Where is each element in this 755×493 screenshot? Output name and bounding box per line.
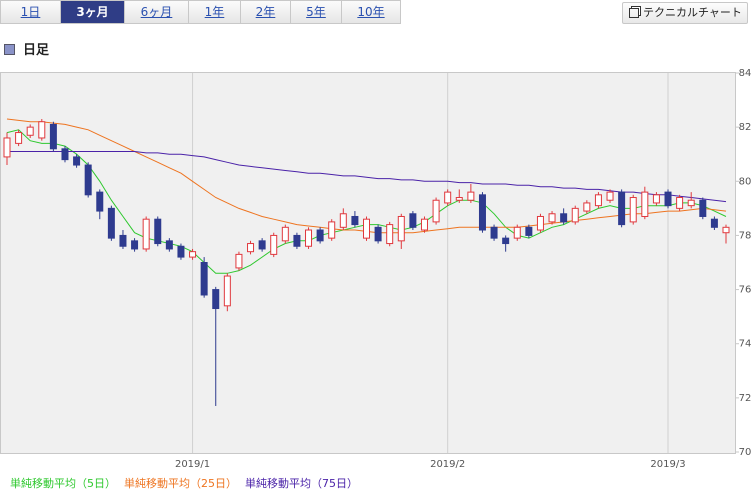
candle-body xyxy=(386,224,394,245)
candle-body xyxy=(61,148,69,161)
plot-area xyxy=(0,72,736,454)
period-tabs: 1日 3ヶ月 6ヶ月 1年 2年 5年 10年 xyxy=(0,0,401,24)
y-tick-label: 74 xyxy=(739,339,752,350)
tab[interactable]: 1日 xyxy=(0,0,61,24)
candle-body xyxy=(455,197,463,201)
candle-body xyxy=(397,215,405,242)
candle-body xyxy=(490,226,498,239)
candle-body xyxy=(629,197,637,223)
y-tick-label: 84 xyxy=(739,68,752,79)
tab[interactable]: 1年 xyxy=(189,0,241,24)
tab[interactable]: 5年 xyxy=(291,0,342,24)
candle-body xyxy=(351,215,359,226)
candle-body xyxy=(444,191,452,204)
y-tick-label: 78 xyxy=(739,230,752,241)
legend-entry: 単純移動平均（5日） xyxy=(10,476,116,490)
candle-body xyxy=(177,245,185,258)
candle-body xyxy=(710,218,718,228)
candle-body xyxy=(652,194,660,204)
candle-body xyxy=(247,243,255,253)
x-tick-label: 2019/1 xyxy=(175,459,210,470)
tab[interactable]: 6ヶ月 xyxy=(125,0,189,24)
candle-body xyxy=(316,229,324,242)
candle-body xyxy=(189,251,197,258)
tab[interactable]: 3ヶ月 xyxy=(61,0,125,24)
y-tick-label: 72 xyxy=(739,393,752,404)
x-tick-label: 2019/3 xyxy=(650,459,685,470)
candle-body xyxy=(699,199,707,217)
candle-body xyxy=(583,202,591,212)
legend-entry: 単純移動平均（75日） xyxy=(245,476,358,490)
candle-body xyxy=(305,229,313,247)
candle-body xyxy=(641,191,649,217)
candle-body xyxy=(687,199,695,207)
candle-body xyxy=(96,191,104,212)
candle-body xyxy=(722,226,730,234)
candle-body xyxy=(409,213,417,228)
candle-body xyxy=(119,234,127,247)
candle-body xyxy=(548,213,556,223)
y-tick-label: 82 xyxy=(739,122,752,133)
candle-body xyxy=(38,121,46,139)
candle-body xyxy=(212,289,220,310)
candle-body xyxy=(258,240,266,250)
candle-body xyxy=(281,226,289,242)
candle-body xyxy=(165,240,173,250)
candle-body xyxy=(154,218,162,245)
candle-body xyxy=(270,234,278,255)
candle-body xyxy=(432,199,440,223)
candle-body xyxy=(339,213,347,228)
y-tick-label: 80 xyxy=(739,176,752,187)
moving-average-line xyxy=(7,151,727,203)
candle-body xyxy=(200,262,208,296)
candle-body xyxy=(594,194,602,207)
candle-body xyxy=(420,218,428,231)
candle-body xyxy=(536,215,544,231)
candle-body xyxy=(328,221,336,239)
candle-body xyxy=(560,213,568,223)
candle-body xyxy=(73,156,81,166)
y-tick-label: 76 xyxy=(739,285,752,296)
button-label: テクニカルチャート xyxy=(643,6,742,19)
candle-body xyxy=(3,137,11,158)
technical-chart-button[interactable]: テクニカルチャート xyxy=(622,2,748,24)
section-header: 日足 xyxy=(4,39,49,58)
legend-entry: 単純移動平均（25日） xyxy=(124,476,237,490)
candle-body xyxy=(374,226,382,242)
candle-body xyxy=(49,123,57,150)
candle-body xyxy=(223,275,231,307)
candle-body xyxy=(131,240,139,250)
candle-body xyxy=(84,164,92,196)
candle-body xyxy=(15,132,23,144)
y-tick-label: 70 xyxy=(739,447,752,458)
candle-body xyxy=(467,191,475,201)
candle-body xyxy=(606,191,614,201)
section-title: 日足 xyxy=(23,43,50,58)
candle-body xyxy=(513,226,521,239)
x-tick-label: 2019/2 xyxy=(430,459,465,470)
section-icon xyxy=(4,44,15,55)
candle-body xyxy=(478,194,486,231)
window-icon xyxy=(629,8,639,18)
candle-body xyxy=(26,126,34,136)
tab[interactable]: 10年 xyxy=(342,0,401,24)
candle-body xyxy=(664,191,672,207)
candle-body xyxy=(525,226,533,236)
candle-body xyxy=(502,237,510,245)
candle-body xyxy=(293,234,301,247)
candle-body xyxy=(363,218,370,239)
tab[interactable]: 2年 xyxy=(241,0,291,24)
candle-body xyxy=(571,207,579,223)
candle-body xyxy=(235,253,243,269)
candle-body xyxy=(676,197,684,209)
candle-body xyxy=(618,191,626,226)
candle-body xyxy=(107,207,115,239)
candle-body xyxy=(142,218,150,250)
